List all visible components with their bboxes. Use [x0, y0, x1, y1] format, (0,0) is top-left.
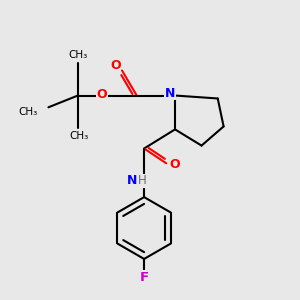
Text: N: N	[127, 174, 137, 188]
Text: CH₃: CH₃	[19, 107, 38, 117]
Text: H: H	[138, 174, 147, 188]
Text: O: O	[169, 158, 180, 171]
Text: N: N	[164, 87, 175, 100]
Text: F: F	[140, 271, 149, 284]
Text: CH₃: CH₃	[68, 50, 88, 60]
Text: CH₃: CH₃	[70, 131, 89, 141]
Text: O: O	[97, 88, 107, 100]
Text: O: O	[110, 59, 121, 72]
